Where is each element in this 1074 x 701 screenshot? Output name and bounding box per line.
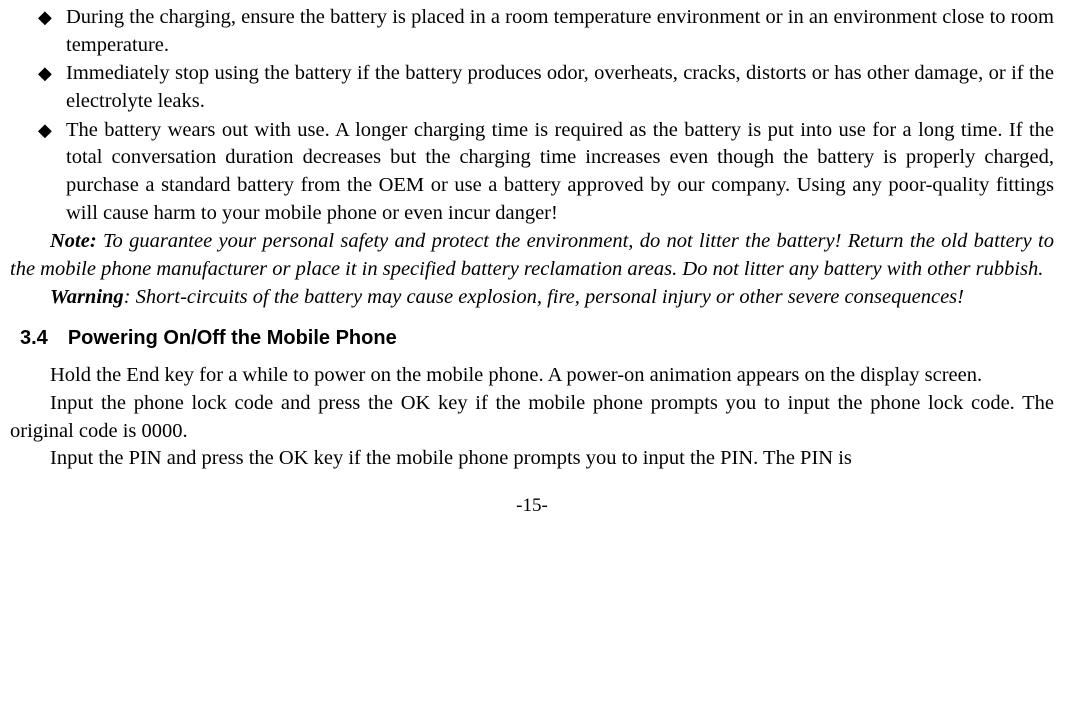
body-paragraph: Hold the End key for a while to power on…	[10, 362, 1054, 390]
diamond-bullet-icon: ◆	[38, 4, 56, 31]
bullet-text: During the charging, ensure the battery …	[66, 4, 1054, 59]
warning-text: : Short-circuits of the battery may caus…	[124, 286, 964, 308]
note-label: Note:	[50, 230, 97, 252]
diamond-bullet-icon: ◆	[38, 117, 56, 144]
bullet-text: The battery wears out with use. A longer…	[66, 117, 1054, 228]
body-paragraph: Input the phone lock code and press the …	[10, 390, 1054, 445]
bullet-text: Immediately stop using the battery if th…	[66, 60, 1054, 115]
page-number: -15-	[10, 493, 1054, 519]
bullet-item: ◆ During the charging, ensure the batter…	[10, 4, 1054, 59]
section-title: Powering On/Off the Mobile Phone	[68, 327, 397, 349]
section-number: 3.4	[20, 327, 48, 349]
warning-paragraph: Warning: Short-circuits of the battery m…	[10, 284, 1054, 312]
body-paragraph: Input the PIN and press the OK key if th…	[10, 445, 1054, 473]
bullet-item: ◆ The battery wears out with use. A long…	[10, 117, 1054, 228]
warning-label: Warning	[50, 286, 124, 308]
document-page: ◆ During the charging, ensure the batter…	[0, 0, 1074, 519]
note-paragraph: Note: To guarantee your personal safety …	[10, 228, 1054, 283]
section-heading: 3.4 Powering On/Off the Mobile Phone	[20, 325, 1054, 352]
bullet-item: ◆ Immediately stop using the battery if …	[10, 60, 1054, 115]
diamond-bullet-icon: ◆	[38, 60, 56, 87]
note-text: To guarantee your personal safety and pr…	[10, 230, 1054, 280]
